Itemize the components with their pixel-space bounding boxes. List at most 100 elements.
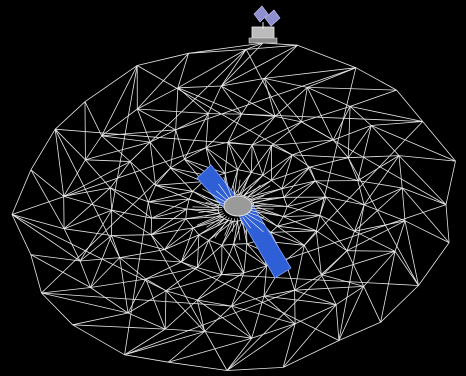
mesh-strut — [205, 113, 209, 148]
mesh-strut — [64, 228, 112, 236]
mesh-strut — [233, 243, 267, 267]
mesh-strut — [54, 101, 86, 130]
mesh-strut — [226, 323, 296, 371]
mesh-strut — [306, 87, 334, 141]
mesh-strut — [231, 272, 245, 307]
mesh-strut — [271, 154, 293, 181]
mesh-strut — [250, 188, 282, 200]
mesh-strut — [270, 232, 305, 246]
mesh-strut — [129, 49, 247, 162]
mesh-strut — [221, 243, 234, 246]
mesh-strut — [111, 234, 152, 236]
mesh-strut — [63, 195, 112, 211]
hub-spoke — [244, 215, 264, 233]
mesh-strut — [181, 261, 340, 341]
mesh-strut — [119, 257, 147, 280]
mesh-strut — [354, 204, 365, 232]
mesh-strut — [85, 159, 111, 189]
mesh-strut — [198, 218, 225, 236]
mesh-strut — [303, 245, 322, 275]
mesh-strut — [286, 180, 316, 207]
mesh-strut — [247, 188, 282, 198]
mesh-strut — [281, 188, 285, 198]
mesh-strut — [188, 42, 264, 54]
mesh-strut — [346, 231, 355, 251]
mesh-strut — [237, 144, 253, 170]
mesh-strut — [164, 227, 194, 250]
mesh-strut — [396, 89, 424, 122]
mesh-strut — [170, 158, 185, 169]
mesh-strut — [227, 113, 243, 143]
hub-spoke — [205, 202, 223, 206]
mesh-strut — [226, 367, 284, 371]
hub-spoke — [215, 216, 228, 228]
mesh-strut — [175, 129, 185, 160]
mesh-strut — [398, 155, 403, 189]
mesh-strut — [151, 227, 194, 236]
mesh-strut — [177, 85, 222, 89]
mesh-strut — [347, 157, 359, 181]
mesh-strut — [137, 108, 209, 114]
mesh-strut — [246, 42, 264, 50]
mesh-strut — [445, 161, 456, 205]
hub-spoke — [214, 217, 230, 239]
mesh-strut — [297, 44, 357, 69]
mesh-strut — [287, 206, 320, 216]
mesh-strut — [253, 205, 284, 217]
mesh-strut — [175, 113, 209, 131]
mesh-strut — [177, 49, 247, 89]
mesh-strut — [145, 261, 182, 280]
mesh-strut — [402, 187, 447, 205]
mesh-strut — [129, 161, 156, 186]
mesh-strut — [164, 249, 182, 263]
mesh-strut — [241, 78, 265, 115]
mesh-strut — [111, 65, 138, 211]
mesh-strut — [251, 144, 264, 176]
hub-spoke — [249, 208, 274, 210]
mesh-strut — [274, 87, 308, 117]
mesh-strut — [354, 220, 406, 232]
mesh-strut — [165, 267, 198, 292]
mesh-strut — [294, 274, 322, 291]
mesh-strut — [224, 142, 229, 174]
mesh-strut — [221, 42, 264, 87]
mesh-strut — [221, 85, 276, 117]
mesh-strut — [418, 242, 450, 286]
mesh-strut — [148, 190, 193, 203]
mesh-strut — [119, 249, 165, 258]
mesh-strut — [54, 128, 86, 161]
hub-spoke — [192, 206, 223, 208]
mesh-strut — [371, 125, 456, 162]
hub-spoke — [198, 209, 223, 213]
mesh-strut — [197, 299, 232, 307]
hub-spoke — [205, 211, 223, 217]
mesh-strut — [227, 141, 252, 173]
mesh-strut — [185, 208, 188, 219]
mesh-strut — [101, 108, 138, 137]
mesh-strut — [221, 220, 238, 246]
mesh-strut — [281, 166, 311, 190]
mesh-strut — [301, 106, 351, 123]
probe-panel-left — [253, 5, 269, 23]
mesh-strut — [41, 292, 232, 307]
mesh-strut — [207, 85, 222, 114]
mesh-strut — [221, 272, 244, 275]
mesh-strut — [208, 240, 222, 275]
mesh-strut — [363, 286, 381, 323]
mesh-strut — [90, 278, 146, 288]
mesh-strut — [238, 172, 252, 195]
mesh-strut — [196, 234, 200, 268]
mesh-strut — [307, 87, 397, 91]
central-hub — [223, 195, 253, 217]
mesh-strut — [177, 53, 189, 88]
mesh-strut — [319, 215, 355, 232]
mesh-strut — [315, 215, 321, 231]
mesh-strut — [294, 289, 337, 306]
mesh-strut — [63, 159, 86, 197]
mesh-strut — [335, 286, 364, 306]
mesh-strut — [30, 169, 64, 197]
mesh-strut — [326, 196, 365, 206]
mesh-strut — [283, 196, 327, 217]
mesh-strut — [355, 67, 397, 91]
